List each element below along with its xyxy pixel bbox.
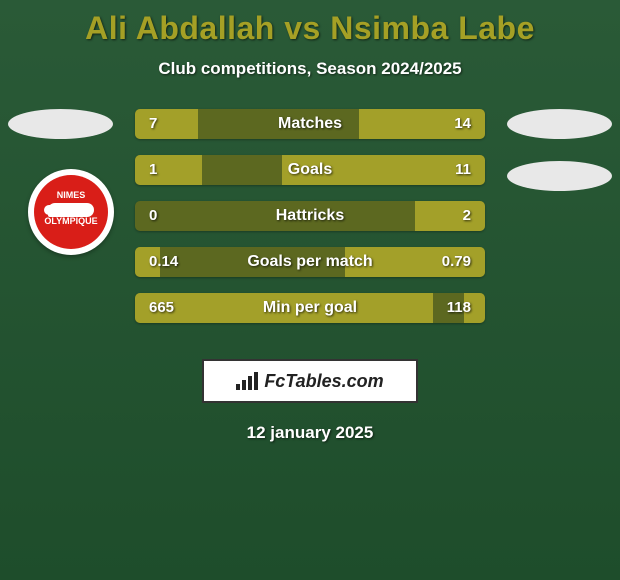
- stat-label: Goals: [135, 155, 485, 185]
- stat-row: 665118Min per goal: [135, 293, 485, 323]
- bar-chart-icon: [236, 372, 258, 390]
- subtitle: Club competitions, Season 2024/2025: [0, 59, 620, 79]
- stats-table: 714Matches 111Goals 02Hattricks 0.140.79Goa…: [135, 109, 485, 339]
- player-avatar-left-placeholder: [8, 109, 113, 139]
- club-logo-text-top: NIMES: [57, 191, 86, 201]
- date-label: 12 january 2025: [0, 423, 620, 443]
- page-title: Ali Abdallah vs Nsimba Labe: [0, 10, 620, 47]
- club-logo-left: NIMES OLYMPIQUE: [28, 169, 114, 255]
- stat-label: Matches: [135, 109, 485, 139]
- stat-row: 714Matches: [135, 109, 485, 139]
- comparison-card: Ali Abdallah vs Nsimba Labe Club competi…: [0, 0, 620, 443]
- stat-label: Hattricks: [135, 201, 485, 231]
- club-logo-inner: NIMES OLYMPIQUE: [34, 175, 108, 249]
- stat-label: Min per goal: [135, 293, 485, 323]
- stat-row: 0.140.79Goals per match: [135, 247, 485, 277]
- player-avatar-right-placeholder-1: [507, 109, 612, 139]
- crocodile-icon: [48, 203, 94, 217]
- player-avatar-right-placeholder-2: [507, 161, 612, 191]
- stat-row: 111Goals: [135, 155, 485, 185]
- club-logo-text-bottom: OLYMPIQUE: [44, 217, 97, 227]
- footer-brand-logo: FcTables.com: [202, 359, 418, 403]
- footer-brand-text: FcTables.com: [264, 371, 383, 392]
- stat-label: Goals per match: [135, 247, 485, 277]
- stat-row: 02Hattricks: [135, 201, 485, 231]
- chart-area: NIMES OLYMPIQUE 714Matches 111Goals 02Hatt…: [0, 109, 620, 339]
